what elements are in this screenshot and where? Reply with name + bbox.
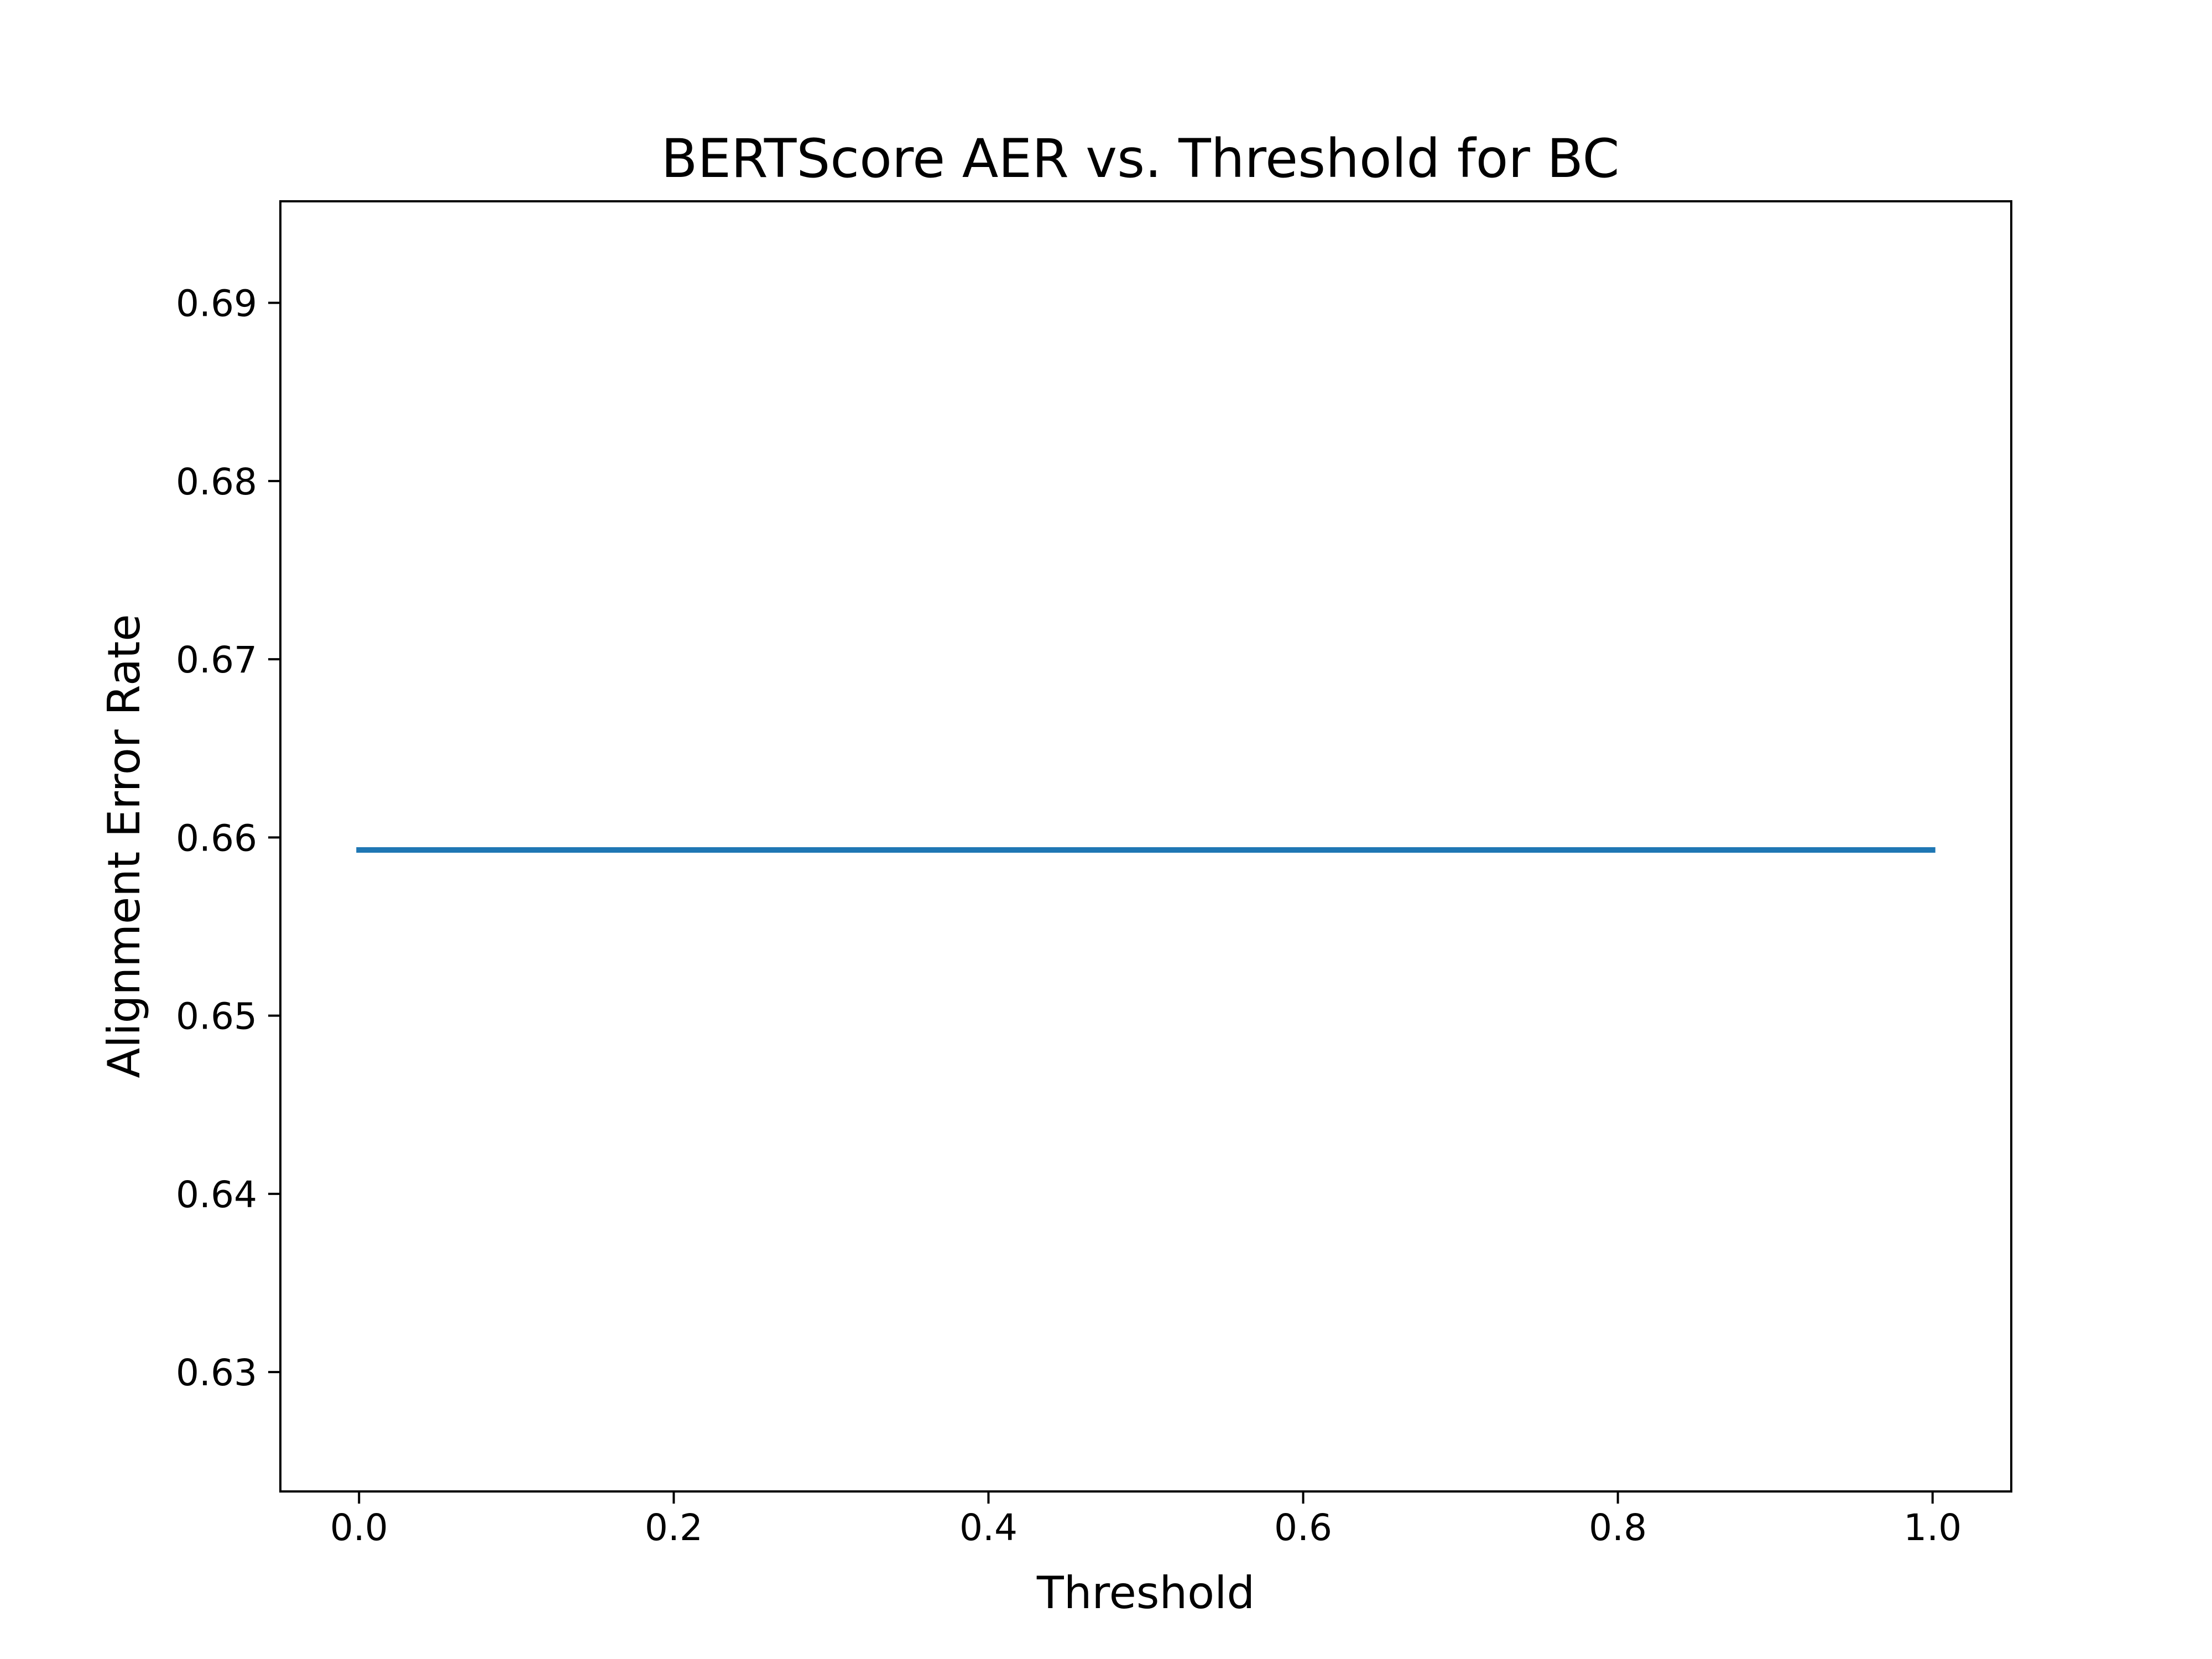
x-axis-label: Threshold (1036, 1567, 1255, 1619)
x-tick-label: 0.0 (330, 1506, 388, 1549)
x-tick-label: 1.0 (1903, 1506, 1961, 1549)
x-tick-label: 0.6 (1274, 1506, 1332, 1549)
y-tick-label: 0.67 (176, 639, 257, 681)
y-tick-label: 0.63 (176, 1352, 257, 1394)
plot-frame (279, 200, 2012, 1493)
y-tick-label: 0.64 (176, 1173, 257, 1216)
x-tick-label: 0.2 (645, 1506, 703, 1549)
y-tick-label: 0.66 (176, 817, 257, 859)
x-tick-label: 0.8 (1589, 1506, 1647, 1549)
y-axis-label: Alignment Error Rate (98, 614, 150, 1078)
y-tick-label: 0.68 (176, 461, 257, 503)
y-tick-label: 0.65 (176, 995, 257, 1038)
tick-layer: 0.0 0.2 0.4 0.6 0.8 1.0 0.63 0.64 0.65 0.66 0.67 0.… (176, 283, 1961, 1549)
x-tick-label: 0.4 (959, 1506, 1018, 1549)
y-tick-label: 0.69 (176, 283, 257, 325)
chart-title: BERTScore AER vs. Threshold for BC (661, 128, 1619, 190)
